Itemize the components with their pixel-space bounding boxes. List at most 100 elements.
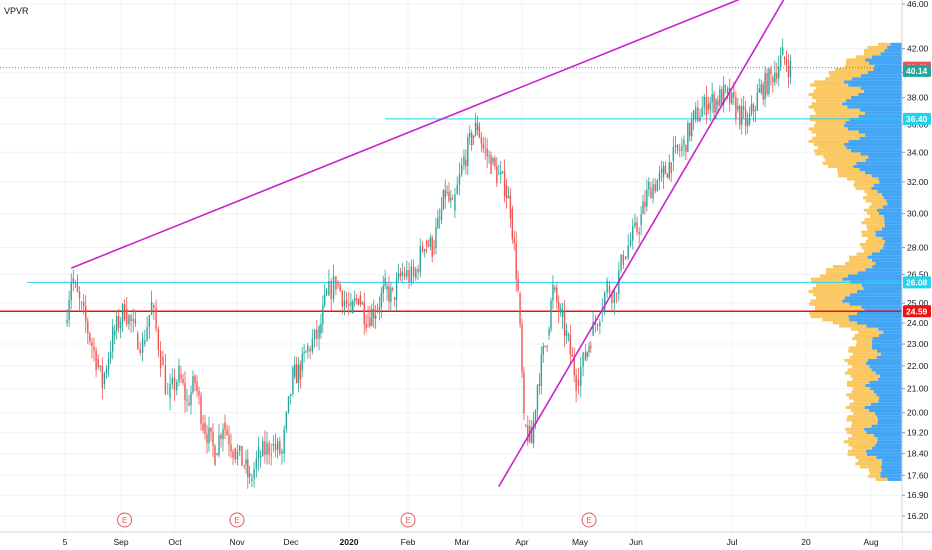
vp-bar-up <box>860 86 902 90</box>
candle-body <box>311 339 314 352</box>
vp-bar-down <box>816 133 866 137</box>
candle-body <box>89 333 91 342</box>
candle-body <box>130 315 132 322</box>
vp-bar-up <box>875 443 902 447</box>
candle-body <box>97 359 99 368</box>
vp-bar-up <box>869 380 902 384</box>
candle-body <box>66 320 68 324</box>
candle-body <box>243 465 245 467</box>
candle-body <box>95 350 97 371</box>
vp-bar-down <box>868 468 883 472</box>
vp-bar-down <box>848 396 880 400</box>
candle-body <box>690 119 693 137</box>
vp-bar-up <box>856 290 902 294</box>
candle-body <box>521 324 523 373</box>
vp-bar-down <box>847 177 879 181</box>
vp-bar-down <box>847 383 866 388</box>
vp-bar-up <box>867 70 902 75</box>
candle-body <box>789 61 792 78</box>
candle-body <box>348 303 350 306</box>
candle-body <box>515 242 517 280</box>
candle-body <box>169 384 171 399</box>
candle-body <box>178 365 180 382</box>
vp-bar-down <box>856 340 872 344</box>
vp-bar-up <box>878 399 902 403</box>
candle-body <box>603 292 606 311</box>
candle-body <box>546 345 548 347</box>
candle-body <box>241 445 243 466</box>
vp-bar-up <box>872 336 902 341</box>
vp-bar-up <box>867 255 902 259</box>
vp-bar-up <box>882 468 902 472</box>
vp-bar-up <box>882 459 902 463</box>
vp-bar-up <box>849 293 902 297</box>
candle-body <box>272 443 275 446</box>
vp-bar-up <box>843 80 902 84</box>
candle-body <box>425 240 428 246</box>
candle-body <box>558 302 560 313</box>
trend-lines <box>70 0 785 488</box>
vp-bar-down <box>848 349 878 353</box>
candle-body <box>648 181 650 190</box>
candle-body <box>685 145 687 152</box>
y-tick-label: 21.00 <box>907 384 929 394</box>
vp-bar-up <box>844 142 902 147</box>
vp-bar-down <box>861 233 876 237</box>
candle-body <box>248 473 251 477</box>
candle-body <box>200 395 202 424</box>
vp-bar-down <box>855 55 872 59</box>
vp-bar-down <box>809 117 850 122</box>
candle-body <box>721 89 723 105</box>
vp-bar-down <box>867 227 882 231</box>
candle-body <box>554 287 556 290</box>
x-tick-label: Mar <box>455 537 470 547</box>
vp-bar-up <box>882 205 902 209</box>
vp-bar-down <box>810 83 849 87</box>
candle-body <box>388 286 390 302</box>
vp-bar-down <box>815 121 846 125</box>
earnings-label: E <box>586 516 591 525</box>
vp-bar-down <box>832 265 873 269</box>
horizontal-lines <box>0 67 902 313</box>
vp-bar-up <box>864 171 902 175</box>
x-tick-label: Jul <box>727 537 738 547</box>
candle-body <box>731 92 733 104</box>
vp-bar-down <box>845 405 865 409</box>
candle-body <box>384 278 386 286</box>
candle-body <box>419 246 421 273</box>
candle-body <box>230 444 232 452</box>
price-badge: 36.40 <box>903 112 931 125</box>
vp-bar-up <box>887 45 902 50</box>
candle-body <box>640 214 642 226</box>
vp-bar-down <box>825 158 866 162</box>
x-tick-label: 20 <box>801 537 811 547</box>
vp-bar-down <box>823 155 869 159</box>
candle-body <box>276 441 279 451</box>
candle-body <box>766 73 768 95</box>
candle-body <box>451 198 454 200</box>
candle-body <box>699 116 701 122</box>
vp-bar-up <box>867 358 902 363</box>
candle-body <box>484 147 486 149</box>
candle-body <box>460 164 463 175</box>
vp-bar-up <box>869 365 902 369</box>
vp-bar-up <box>868 408 902 413</box>
vp-bar-up <box>847 274 902 278</box>
candle-body <box>134 319 137 324</box>
vp-bar-down <box>816 99 846 103</box>
vp-bar-up <box>884 221 902 225</box>
candle-body <box>692 110 695 120</box>
candle-body <box>121 304 124 322</box>
vp-bar-up <box>845 296 902 300</box>
vp-bar-down <box>849 255 868 259</box>
candle-body <box>101 365 104 388</box>
vp-bar-up <box>874 434 902 438</box>
vp-bar-up <box>858 92 902 97</box>
vp-bar-down <box>809 114 859 118</box>
candle-body <box>438 217 441 219</box>
candle-body <box>513 238 515 243</box>
candle-body <box>636 222 638 232</box>
y-tick-label: 30.00 <box>907 209 929 219</box>
